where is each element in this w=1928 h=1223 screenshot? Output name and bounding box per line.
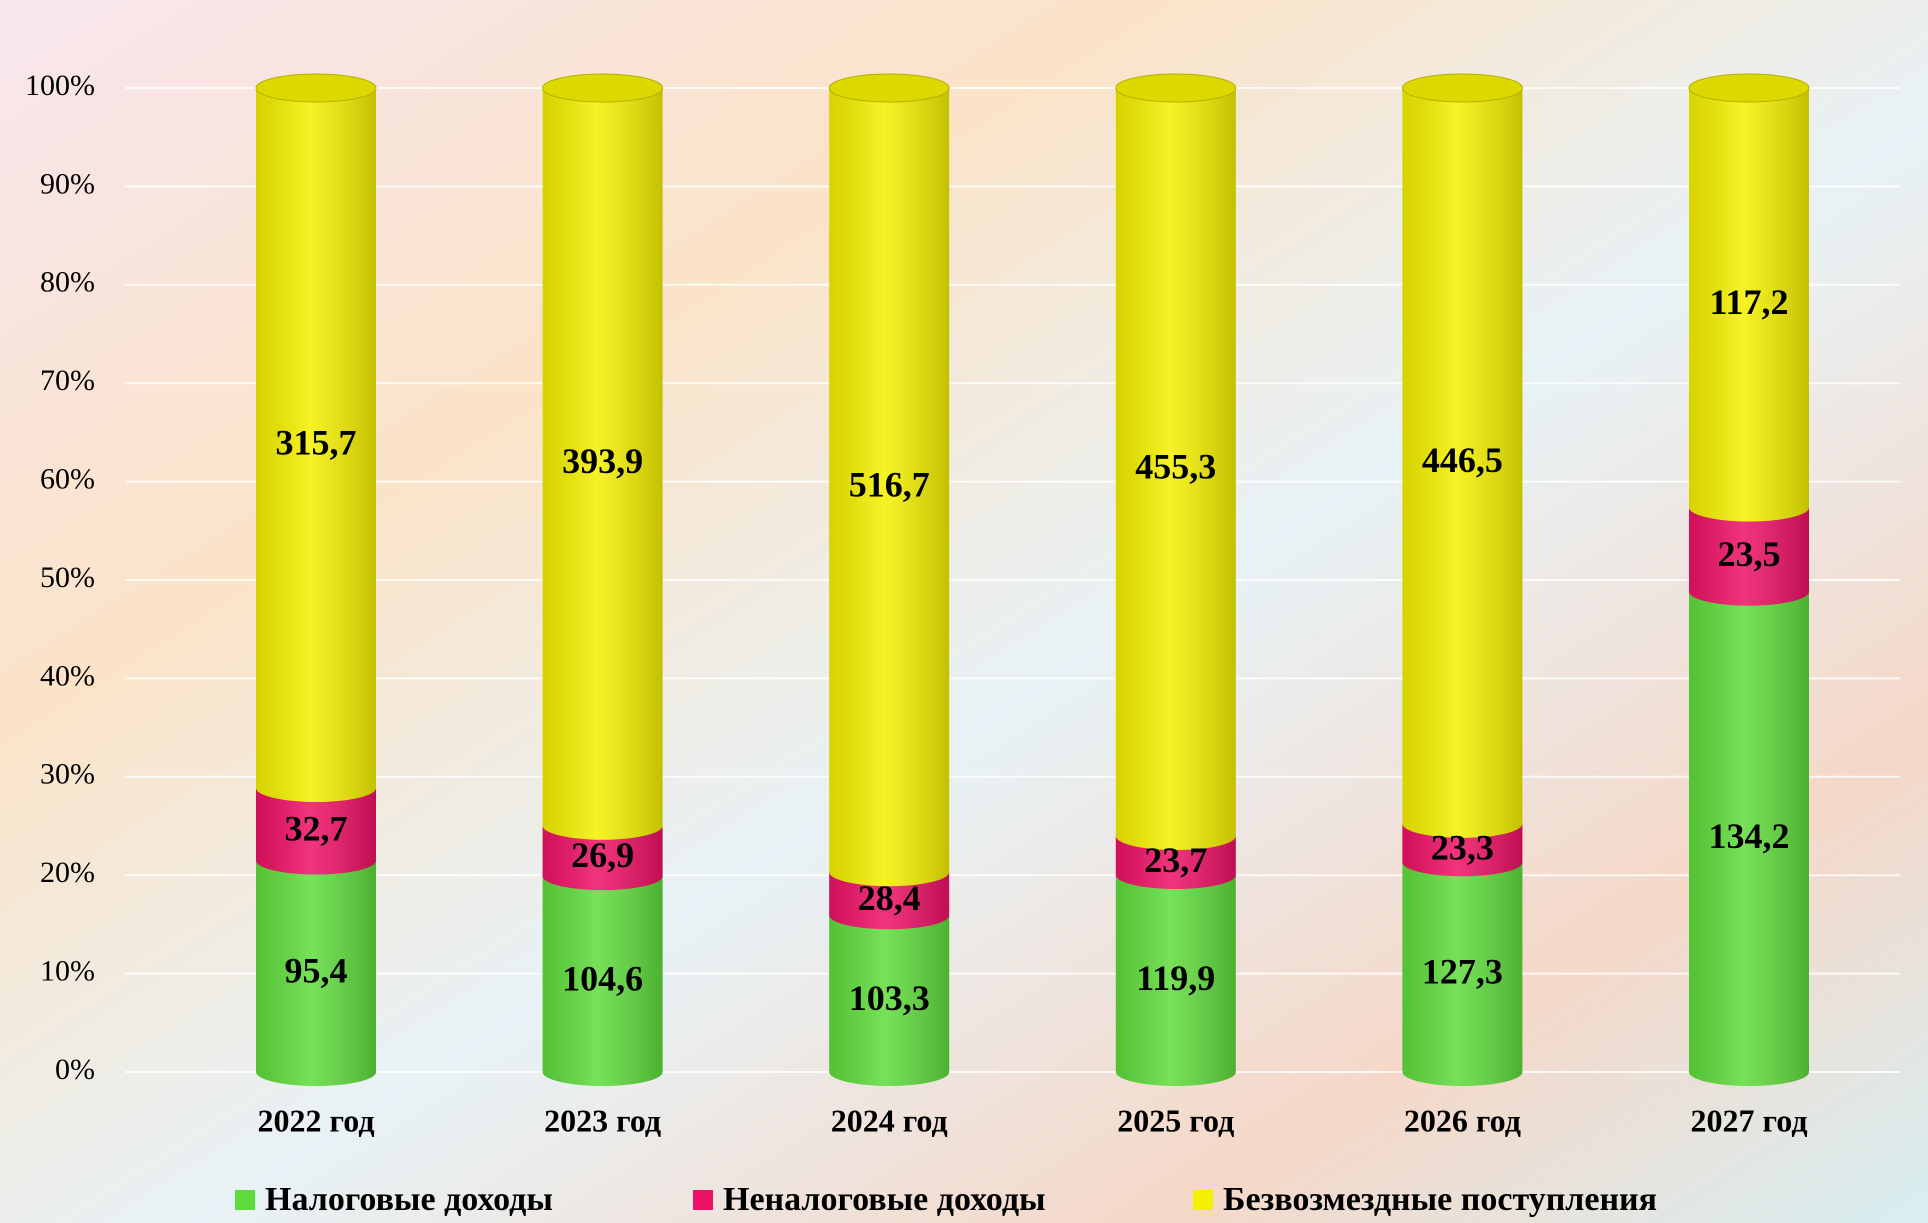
y-tick-label: 20% xyxy=(40,856,95,889)
bar-shade xyxy=(256,860,376,1086)
data-label: 127,3 xyxy=(1422,951,1503,991)
x-tick-label: 2022 год xyxy=(258,1102,375,1138)
bar-shade xyxy=(1402,862,1523,1087)
bar-shade xyxy=(542,876,663,1087)
bar-shade xyxy=(1115,875,1236,1087)
x-tick-label: 2023 год xyxy=(544,1102,661,1138)
bar-shade xyxy=(1689,591,1809,1086)
bar-shade xyxy=(1115,88,1236,851)
bar-shade xyxy=(542,88,663,840)
bar-shade xyxy=(256,787,376,875)
bar-shade xyxy=(1402,823,1523,877)
x-tick-label: 2024 год xyxy=(831,1102,948,1138)
data-label: 117,2 xyxy=(1709,282,1788,322)
bar-shade xyxy=(256,88,376,802)
y-tick-label: 90% xyxy=(40,167,95,200)
y-tick-label: 70% xyxy=(40,364,95,397)
y-tick-label: 40% xyxy=(40,659,95,692)
plot-area: 0% 10% 20% 30% 40% 50% 60% 70% 80% 90% 100% 2022 го… xyxy=(25,69,1900,1218)
data-label: 23,7 xyxy=(1144,840,1207,880)
data-label: 315,7 xyxy=(276,422,357,462)
data-label: 103,3 xyxy=(849,978,930,1018)
x-tick-label: 2027 год xyxy=(1691,1102,1808,1138)
bar-shade xyxy=(1402,88,1523,838)
x-tick-label: 2025 год xyxy=(1117,1102,1234,1138)
bar-cap xyxy=(255,73,377,103)
data-label: 119,9 xyxy=(1136,958,1215,998)
y-tick-label: 30% xyxy=(40,758,95,791)
data-label: 28,4 xyxy=(858,878,921,918)
legend-swatch xyxy=(1193,1190,1213,1210)
x-tick-label: 2026 год xyxy=(1404,1102,1521,1138)
data-label: 26,9 xyxy=(571,835,634,875)
y-tick-label: 80% xyxy=(40,266,95,299)
legend-label: Безвозмездные поступления xyxy=(1223,1181,1657,1218)
legend-label: Налоговые доходы xyxy=(265,1181,553,1218)
data-label: 104,6 xyxy=(562,958,643,998)
data-label: 455,3 xyxy=(1135,446,1216,486)
y-tick-label: 50% xyxy=(40,561,95,594)
y-tick-label: 60% xyxy=(40,462,95,495)
data-label: 393,9 xyxy=(562,441,643,481)
bar-cap xyxy=(828,73,950,103)
data-label: 134,2 xyxy=(1709,816,1790,856)
legend-label: Неналоговые доходы xyxy=(723,1181,1046,1218)
bar-cap xyxy=(542,73,664,103)
bar-cap xyxy=(1688,73,1810,103)
y-tick-label: 10% xyxy=(40,954,95,987)
data-label: 32,7 xyxy=(285,808,348,848)
data-label: 23,3 xyxy=(1431,827,1494,867)
bar-shade xyxy=(1115,836,1236,890)
bar-shade xyxy=(829,915,950,1087)
legend-swatch xyxy=(693,1190,713,1210)
data-label: 446,5 xyxy=(1422,440,1503,480)
bar-cap xyxy=(1115,73,1237,103)
y-tick-label: 100% xyxy=(25,69,95,102)
data-label: 516,7 xyxy=(849,464,930,504)
bar-shade xyxy=(829,88,950,887)
bar-shade xyxy=(1689,88,1809,522)
data-label: 23,5 xyxy=(1718,534,1781,574)
legend-swatch xyxy=(235,1190,255,1210)
bar-cap xyxy=(1401,73,1523,103)
bar-shade xyxy=(829,872,950,930)
bar-shade xyxy=(1689,507,1809,606)
data-label: 95,4 xyxy=(285,951,348,991)
bar-shade xyxy=(542,825,663,891)
y-tick-label: 0% xyxy=(55,1053,95,1086)
